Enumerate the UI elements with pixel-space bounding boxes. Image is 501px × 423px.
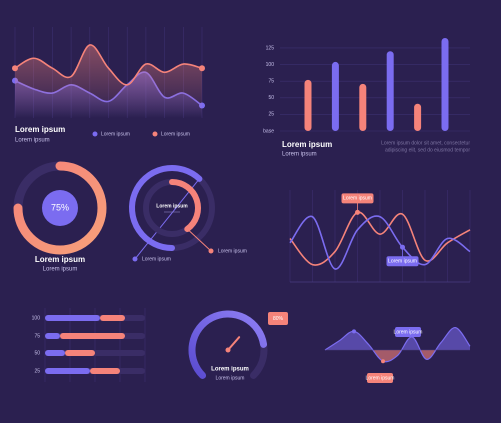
chart-title: Lorem ipsum [282, 140, 332, 149]
bar-segment [90, 368, 120, 374]
y-tick-label: 50 [268, 95, 274, 101]
chart-subtitle: Lorem ipsum [43, 267, 78, 273]
point [400, 244, 405, 250]
end-point [199, 65, 205, 72]
callout-label: Lorem ipsum [394, 329, 423, 335]
value-label: 75% [51, 202, 69, 212]
legend-label: Lorem ipsum [161, 131, 190, 137]
series-line [289, 215, 471, 270]
chart-subtitle: Lorem ipsum [15, 138, 50, 144]
bar-segment [60, 333, 125, 339]
y-tick-label: base [263, 128, 274, 134]
callout-label: Lorem ipsum [388, 259, 417, 265]
label-dot [208, 248, 214, 254]
callout-label: Lorem ipsum [366, 375, 395, 381]
leader [134, 178, 200, 260]
category-label: 25 [34, 368, 40, 374]
value-label: 80% [273, 316, 284, 322]
bar-segment [45, 350, 65, 356]
y-tick-label: 100 [266, 62, 275, 68]
bar-segment [45, 368, 90, 374]
series-line [289, 211, 471, 266]
legend-label: Lorem ipsum [101, 131, 130, 137]
callout-box [395, 327, 421, 337]
y-tick-label: 25 [268, 112, 274, 118]
chart-subtitle: Lorem ipsum [216, 375, 245, 381]
bar [414, 103, 422, 131]
callout-box [341, 193, 374, 204]
leader [186, 228, 212, 252]
point [355, 209, 360, 215]
series-area [15, 44, 202, 118]
value-box [268, 312, 288, 325]
bar-segment [65, 350, 95, 356]
bar [386, 51, 394, 131]
category-label: Lorem ipsum [142, 256, 171, 262]
note: Lorem ipsum dolor sit amet, consectetur [381, 140, 470, 146]
point [381, 359, 385, 364]
legend-marker [152, 131, 158, 137]
gauge-value [188, 310, 268, 379]
note: adipiscing elit, sed do eiusmod tempor [385, 147, 470, 153]
category-label: 75 [34, 333, 40, 339]
ring-value [169, 179, 201, 233]
bar [359, 83, 367, 131]
category-label: Lorem ipsum [218, 248, 247, 254]
center-label: Lorem ipsum [156, 203, 188, 209]
needle-hub [225, 347, 231, 353]
y-tick-label: 75 [268, 79, 274, 85]
area-positive [325, 327, 470, 350]
bar [304, 79, 312, 131]
bar [331, 61, 339, 131]
chart-title: Lorem ipsum [211, 367, 249, 373]
ring-center [42, 190, 78, 226]
callout-label: Lorem ipsum [343, 196, 372, 202]
end-point [12, 65, 18, 72]
category-label: 50 [34, 350, 40, 356]
series-line [14, 44, 203, 86]
chart-subtitle: Lorem ipsum [282, 152, 317, 158]
callout-box [386, 256, 419, 267]
chart-title: Lorem ipsum [15, 125, 65, 134]
callout-box [367, 373, 393, 383]
legend-marker [92, 131, 98, 137]
bar-segment [100, 315, 125, 321]
chart-title: Lorem ipsum [35, 255, 85, 264]
ring-value [13, 161, 107, 255]
bar [441, 38, 449, 131]
label-dot [132, 256, 138, 262]
y-tick-label: 125 [266, 45, 275, 51]
category-label: 100 [32, 315, 41, 321]
bar-segment [45, 333, 60, 339]
ring-value [129, 165, 203, 251]
area-line [324, 327, 471, 363]
needle [227, 336, 241, 351]
point [352, 329, 356, 334]
bar-segment [45, 315, 100, 321]
